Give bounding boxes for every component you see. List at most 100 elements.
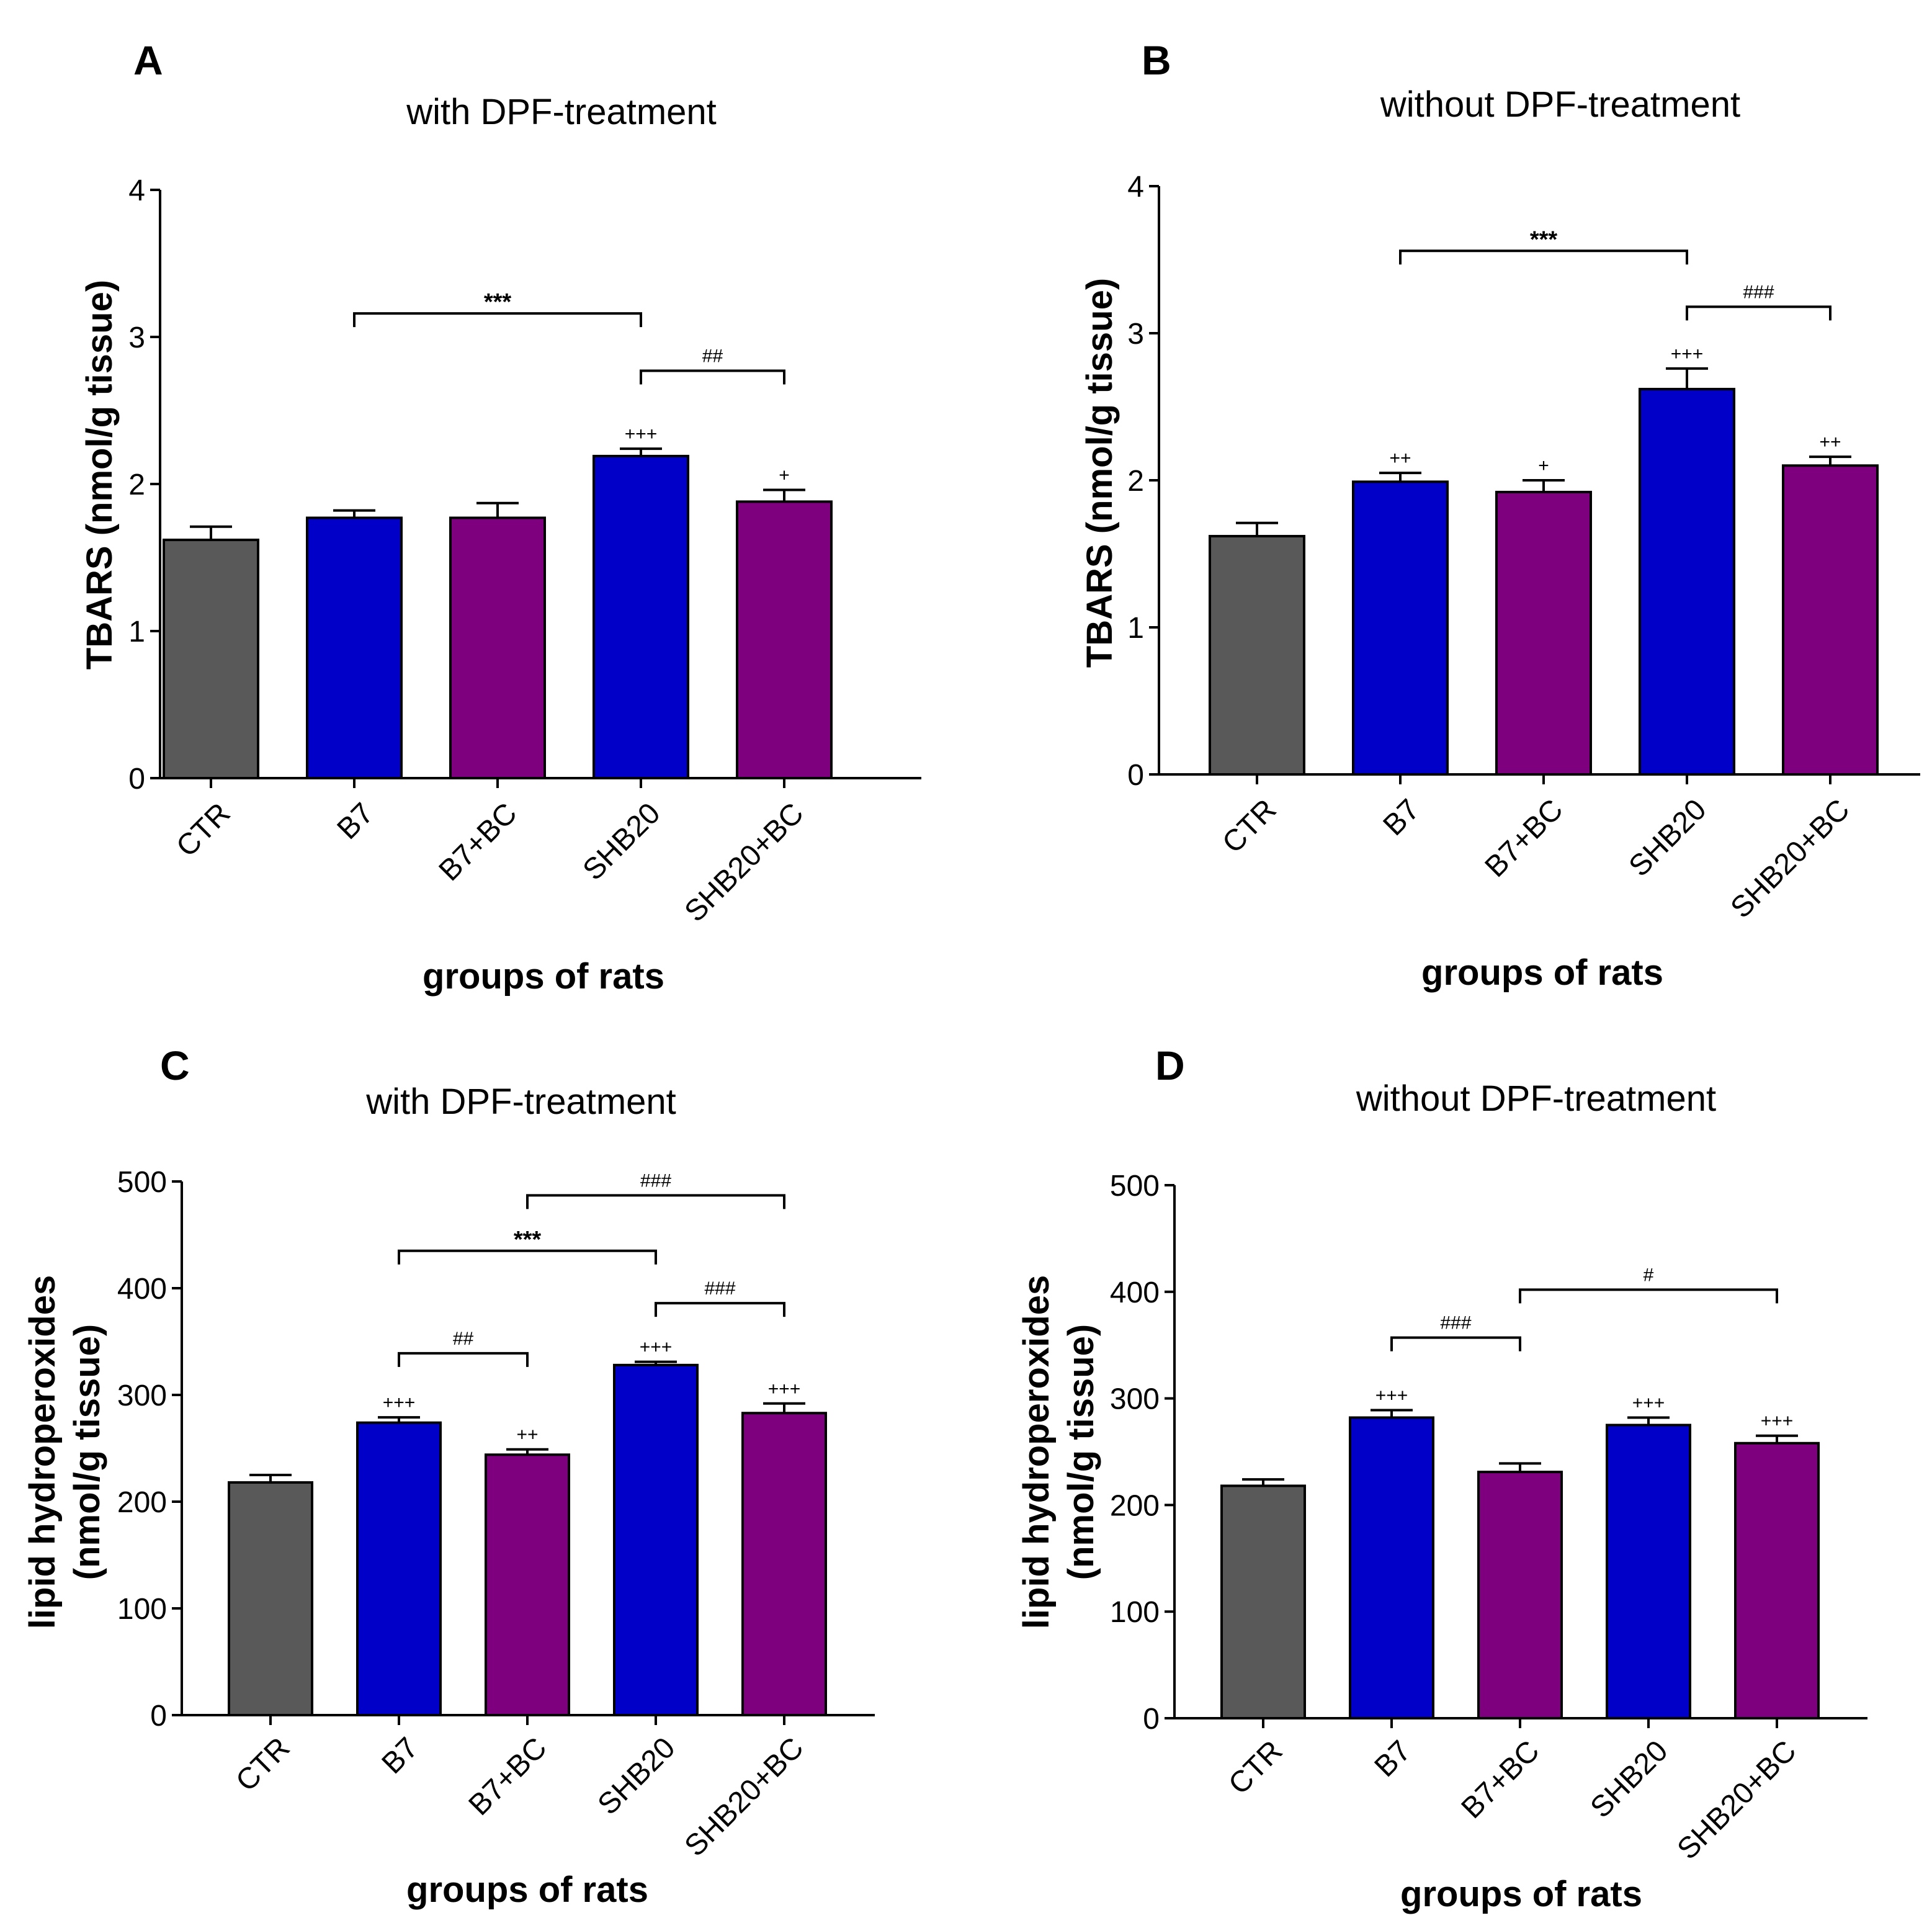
bar bbox=[1209, 535, 1305, 776]
bracket-label: *** bbox=[1530, 226, 1558, 253]
x-tick-label: CTR bbox=[1216, 793, 1282, 859]
bar bbox=[1495, 490, 1592, 776]
y-axis-label-line-1: lipid hydroperoxides bbox=[22, 1275, 63, 1629]
y-tick-label: 2 bbox=[1127, 465, 1144, 498]
bar bbox=[1782, 464, 1879, 776]
x-tick-label: SHB20+BC bbox=[679, 797, 810, 928]
significance-mark: + bbox=[1538, 455, 1549, 476]
significance-bracket bbox=[1390, 1336, 1521, 1351]
y-tick-label: 300 bbox=[117, 1379, 167, 1412]
y-axis-label: TBARS (nmol/g tissue) bbox=[79, 280, 120, 670]
x-axis-label: groups of rats bbox=[406, 1870, 648, 1910]
significance-bracket bbox=[398, 1351, 529, 1367]
y-tick-label: 4 bbox=[128, 174, 145, 207]
bar bbox=[163, 539, 259, 779]
x-tick-label: SHB20 bbox=[1623, 793, 1713, 883]
x-tick-label: SHB20+BC bbox=[1671, 1734, 1803, 1866]
bar bbox=[1606, 1423, 1691, 1720]
significance-mark: +++ bbox=[625, 424, 658, 444]
bracket-label: *** bbox=[514, 1227, 542, 1253]
bar bbox=[1349, 1416, 1434, 1719]
bar bbox=[356, 1421, 442, 1716]
bracket-label: ### bbox=[704, 1278, 735, 1299]
bar bbox=[228, 1481, 313, 1717]
chart-title: without DPF-treatment bbox=[1380, 84, 1740, 125]
significance-bracket bbox=[353, 312, 642, 328]
significance-mark: +++ bbox=[640, 1337, 673, 1358]
significance-bracket bbox=[526, 1194, 785, 1209]
significance-bracket bbox=[1519, 1288, 1778, 1304]
bar bbox=[593, 454, 689, 779]
panel-d: D without DPF-treatment lipid hydroperox… bbox=[1016, 1042, 1867, 1914]
significance-mark: +++ bbox=[1671, 344, 1704, 364]
y-tick-label: 1 bbox=[1127, 612, 1144, 645]
y-axis-label-line-2: (nmol/g tissue) bbox=[1061, 1324, 1101, 1580]
x-tick-label: B7 bbox=[1369, 1734, 1418, 1783]
chart-title: with DPF-treatment bbox=[365, 1082, 676, 1122]
x-tick-label: B7 bbox=[376, 1731, 425, 1780]
significance-bracket bbox=[1686, 305, 1831, 321]
panel-letter: B bbox=[1142, 37, 1171, 83]
significance-mark: +++ bbox=[768, 1379, 801, 1399]
panel-letter: A bbox=[133, 37, 163, 83]
x-tick-label: B7+BC bbox=[463, 1731, 553, 1822]
y-tick-label: 200 bbox=[1110, 1489, 1160, 1522]
bar bbox=[485, 1453, 570, 1717]
bracket-label: *** bbox=[484, 289, 512, 315]
significance-mark: ++ bbox=[1389, 448, 1411, 468]
significance-mark: +++ bbox=[1632, 1393, 1665, 1414]
y-tick-label: 0 bbox=[150, 1700, 167, 1732]
bar bbox=[741, 1412, 827, 1716]
x-tick-label: B7+BC bbox=[1479, 793, 1570, 884]
bar bbox=[1352, 480, 1449, 776]
bracket-label: ### bbox=[640, 1170, 671, 1191]
bar bbox=[1220, 1484, 1306, 1720]
significance-mark: +++ bbox=[1761, 1411, 1794, 1432]
y-axis-label-line-2: (nmol/g tissue) bbox=[67, 1324, 107, 1580]
bracket-label: ### bbox=[1440, 1313, 1471, 1334]
y-tick-label: 3 bbox=[128, 321, 145, 354]
y-tick-label: 300 bbox=[1110, 1383, 1160, 1416]
panel-b: B without DPF-treatment TBARS (nmol/g ti… bbox=[1080, 37, 1920, 993]
bracket-label: # bbox=[1644, 1265, 1654, 1285]
x-tick-label: SHB20 bbox=[1585, 1734, 1675, 1824]
bar bbox=[1477, 1471, 1563, 1720]
y-tick-label: 1 bbox=[128, 616, 145, 648]
significance-mark: +++ bbox=[1375, 1385, 1408, 1405]
y-tick-label: 4 bbox=[1127, 171, 1144, 204]
significance-bracket bbox=[655, 1302, 785, 1317]
y-tick-label: 500 bbox=[117, 1166, 167, 1199]
panel-a: A with DPF-treatment TBARS (nmol/g tissu… bbox=[79, 37, 921, 997]
significance-mark: + bbox=[779, 465, 790, 485]
y-axis-label: TBARS (nmol/g tissue) bbox=[1080, 278, 1120, 668]
bar bbox=[1734, 1441, 1820, 1720]
y-tick-label: 200 bbox=[117, 1486, 167, 1519]
x-tick-label: B7 bbox=[331, 797, 380, 846]
bar bbox=[1639, 388, 1735, 776]
x-tick-label: CTR bbox=[170, 797, 236, 863]
x-axis-label: groups of rats bbox=[423, 956, 664, 997]
panel-letter: C bbox=[160, 1042, 190, 1088]
significance-mark: ++ bbox=[1819, 432, 1841, 452]
panel-letter: D bbox=[1155, 1042, 1185, 1088]
y-tick-label: 0 bbox=[1143, 1703, 1160, 1736]
y-tick-label: 100 bbox=[1110, 1596, 1160, 1629]
bracket-label: ### bbox=[1743, 282, 1774, 302]
significance-mark: ++ bbox=[516, 1425, 538, 1445]
bar bbox=[306, 516, 403, 779]
x-axis-label: groups of rats bbox=[1421, 953, 1663, 993]
bar bbox=[736, 500, 833, 779]
y-tick-label: 400 bbox=[1110, 1276, 1160, 1309]
chart-title: without DPF-treatment bbox=[1356, 1078, 1716, 1119]
x-tick-label: B7+BC bbox=[433, 797, 524, 887]
y-tick-label: 3 bbox=[1127, 318, 1144, 351]
x-tick-label: SHB20+BC bbox=[679, 1731, 810, 1863]
chart-title: with DPF-treatment bbox=[406, 92, 717, 132]
x-tick-label: B7 bbox=[1377, 793, 1426, 842]
x-tick-label: B7+BC bbox=[1456, 1734, 1546, 1825]
significance-bracket bbox=[398, 1249, 657, 1265]
x-axis-label: groups of rats bbox=[1400, 1874, 1642, 1914]
y-axis-label-line-1: lipid hydroperoxides bbox=[1016, 1275, 1057, 1629]
bar bbox=[449, 516, 546, 779]
